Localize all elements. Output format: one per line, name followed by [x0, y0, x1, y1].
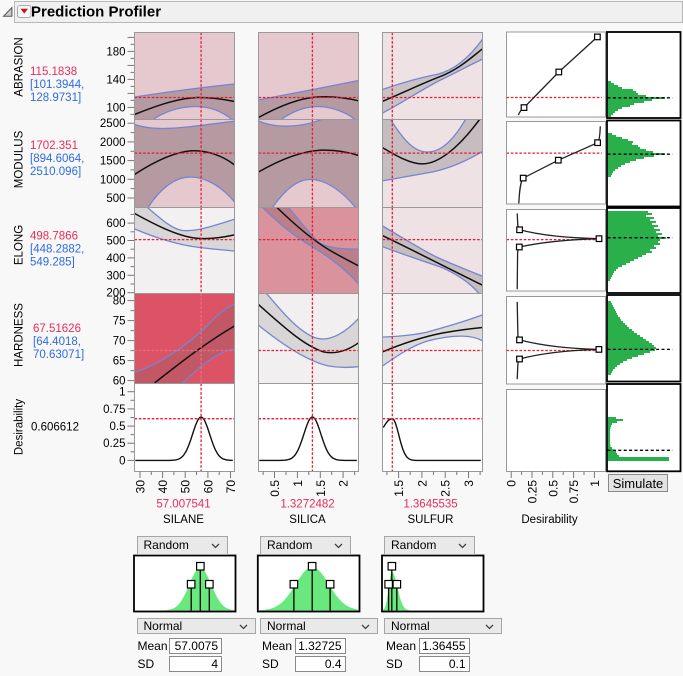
svg-text:1: 1	[588, 480, 602, 487]
svg-text:[448.2882,: [448.2882,	[30, 244, 84, 256]
svg-text:2000: 2000	[100, 137, 126, 149]
svg-text:Prediction Profiler: Prediction Profiler	[31, 4, 161, 21]
svg-text:ELONG: ELONG	[14, 225, 26, 265]
svg-text:Desirability: Desirability	[14, 399, 26, 455]
svg-text:[894.6064,: [894.6064,	[30, 153, 84, 165]
svg-text:0.5: 0.5	[268, 480, 282, 497]
svg-text:1500: 1500	[100, 156, 126, 168]
svg-text:[101.3944,: [101.3944,	[30, 79, 84, 91]
svg-text:500: 500	[106, 193, 125, 205]
svg-text:70: 70	[224, 480, 238, 494]
svg-text:2510.096]: 2510.096]	[30, 166, 81, 178]
svg-text:600: 600	[106, 218, 125, 230]
svg-text:200: 200	[106, 288, 125, 300]
svg-text:60: 60	[201, 480, 215, 494]
svg-text:70.63071]: 70.63071]	[33, 349, 84, 361]
svg-text:[64.4018,: [64.4018,	[33, 336, 81, 348]
svg-text:50: 50	[179, 480, 193, 494]
svg-text:MODULUS: MODULUS	[14, 130, 26, 188]
svg-text:300: 300	[106, 270, 125, 282]
svg-text:40: 40	[156, 480, 170, 494]
svg-text:0: 0	[505, 480, 519, 487]
svg-text:80: 80	[113, 296, 126, 308]
svg-text:1: 1	[291, 480, 305, 487]
svg-text:75: 75	[113, 316, 126, 328]
svg-text:70: 70	[113, 336, 126, 348]
svg-text:3: 3	[462, 480, 476, 487]
svg-text:498.7866: 498.7866	[30, 231, 78, 243]
svg-text:1: 1	[119, 387, 125, 399]
svg-text:0.606612: 0.606612	[31, 422, 79, 434]
svg-text:0: 0	[119, 455, 125, 467]
svg-text:2: 2	[415, 480, 429, 487]
svg-text:30: 30	[134, 480, 148, 494]
svg-text:0.25: 0.25	[103, 438, 125, 450]
svg-text:1702.351: 1702.351	[30, 140, 78, 152]
svg-text:60: 60	[113, 376, 126, 388]
svg-text:1000: 1000	[100, 174, 126, 186]
svg-text:115.1838: 115.1838	[30, 66, 77, 78]
svg-text:400: 400	[106, 253, 125, 265]
svg-text:SILICA: SILICA	[289, 514, 326, 526]
svg-text:140: 140	[106, 74, 125, 86]
svg-text:1.5: 1.5	[392, 480, 406, 497]
svg-text:Desirability: Desirability	[521, 514, 577, 526]
svg-text:549.285]: 549.285]	[30, 257, 75, 269]
svg-text:67.51626: 67.51626	[33, 323, 81, 335]
svg-text:57.007541: 57.007541	[156, 499, 210, 511]
svg-text:0.75: 0.75	[567, 480, 581, 504]
svg-text:0.25: 0.25	[526, 480, 540, 504]
svg-text:65: 65	[113, 356, 126, 368]
svg-text:SILANE: SILANE	[163, 514, 204, 526]
svg-text:SULFUR: SULFUR	[407, 514, 453, 526]
svg-text:500: 500	[106, 236, 125, 248]
svg-text:HARDNESS: HARDNESS	[14, 303, 26, 367]
svg-text:1.3645535: 1.3645535	[403, 499, 457, 511]
svg-text:128.9731]: 128.9731]	[30, 92, 81, 104]
svg-text:180: 180	[106, 46, 125, 58]
svg-text:0.5: 0.5	[110, 421, 126, 433]
svg-text:0.75: 0.75	[103, 404, 125, 416]
svg-text:2.5: 2.5	[439, 480, 453, 497]
svg-text:100: 100	[106, 102, 125, 114]
svg-text:ABRASION: ABRASION	[14, 37, 26, 96]
svg-text:0.5: 0.5	[546, 480, 560, 497]
svg-text:1.3272482: 1.3272482	[280, 499, 334, 511]
svg-text:2: 2	[337, 480, 351, 487]
svg-text:2500: 2500	[100, 118, 126, 130]
svg-text:1.5: 1.5	[314, 480, 328, 497]
